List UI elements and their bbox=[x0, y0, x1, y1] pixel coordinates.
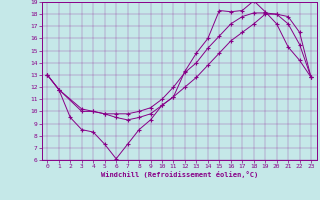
X-axis label: Windchill (Refroidissement éolien,°C): Windchill (Refroidissement éolien,°C) bbox=[100, 171, 258, 178]
